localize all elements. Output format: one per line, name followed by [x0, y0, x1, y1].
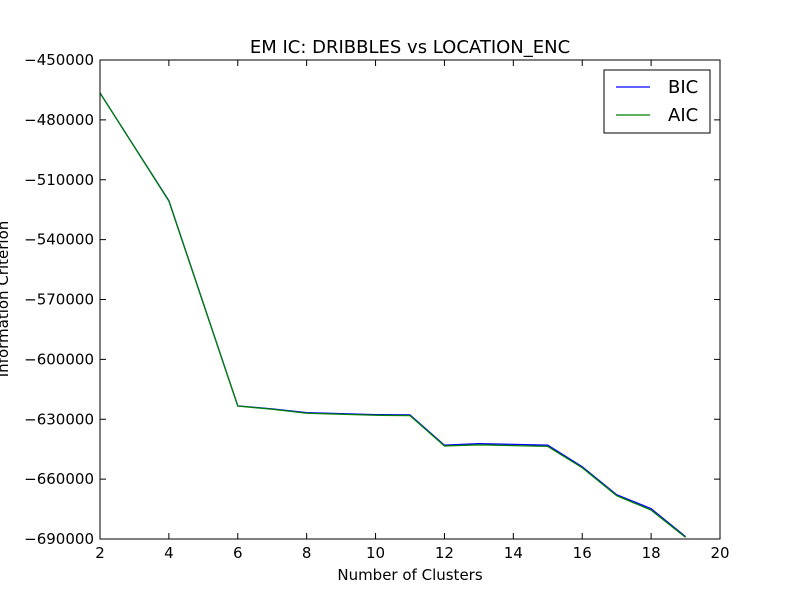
plot-frame: [99, 59, 721, 540]
x-tick-label: 10: [366, 544, 385, 562]
chart-title: EM IC: DRIBBLES vs LOCATION_ENC: [250, 37, 570, 58]
series-line-bic: [99, 92, 686, 538]
legend-label-aic: AIC: [668, 105, 698, 126]
x-tick-label: 2: [95, 544, 105, 562]
legend-box: [603, 69, 711, 134]
y-tick-label: −630000: [24, 410, 94, 428]
y-tick-label: −600000: [24, 350, 94, 368]
x-axis-label: Number of Clusters: [337, 566, 482, 584]
y-tick-label: −690000: [24, 530, 94, 548]
y-tick-label: −480000: [24, 111, 94, 129]
y-tick-label: −510000: [24, 171, 94, 189]
x-tick-label: 6: [233, 544, 243, 562]
x-tick-label: 8: [302, 544, 312, 562]
y-axis-label: Information Criterion: [0, 221, 12, 378]
y-tick-label: −450000: [24, 51, 94, 69]
y-tick-label: −660000: [24, 470, 94, 488]
x-tick-label: 18: [642, 544, 661, 562]
series-line-aic: [99, 92, 686, 538]
legend: BIC AIC: [603, 69, 711, 134]
x-tick-label: 4: [164, 544, 174, 562]
y-tick-label: −570000: [24, 291, 94, 309]
x-tick-label: 14: [504, 544, 523, 562]
x-tick-label: 20: [710, 544, 729, 562]
legend-label-bic: BIC: [668, 77, 698, 98]
y-tick-label: −540000: [24, 231, 94, 249]
x-tick-label: 16: [573, 544, 592, 562]
x-tick-label: 12: [435, 544, 454, 562]
